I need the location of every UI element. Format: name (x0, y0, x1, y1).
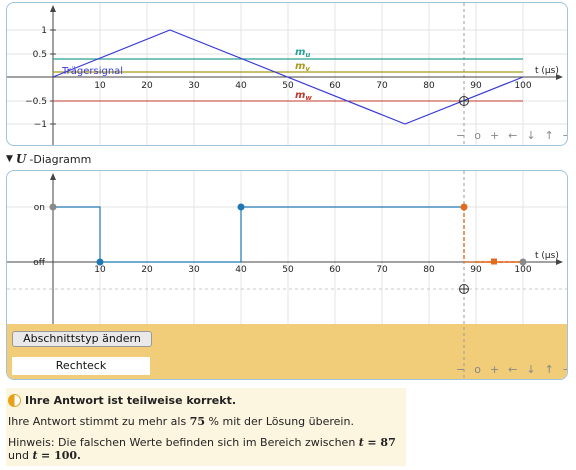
y-tick-label: −1 (34, 120, 47, 130)
x-tick-labels: 10 20 30 40 50 60 70 80 90 100 (94, 81, 532, 91)
u-diagram-panel[interactable]: 10 20 30 40 50 60 70 80 90 100 t (µs) on… (6, 170, 568, 380)
carrier-chart-panel[interactable]: 10 20 30 40 50 60 70 80 90 100 1 0.5 −0.… (6, 2, 568, 146)
carrier-chart[interactable]: 10 20 30 40 50 60 70 80 90 100 1 0.5 −0.… (7, 3, 568, 146)
x-tick-labels: 10 20 30 40 50 60 70 80 90 100 (94, 265, 532, 275)
x-tick-label: 20 (141, 81, 153, 91)
start-point[interactable] (49, 203, 57, 211)
x-tick-label: 90 (470, 265, 482, 275)
zoom-pan-controls: − o + ← ↓ ↑ → (456, 363, 567, 376)
feedback-text: Hinweis: Die falschen Werte befinden sic… (8, 436, 356, 449)
grid (7, 171, 567, 324)
pan-up-button[interactable]: ↑ (544, 129, 554, 142)
pan-left-button[interactable]: ← (508, 129, 518, 142)
feedback-text: Ihre Antwort stimmt zu mehr als (8, 415, 187, 428)
feedback-percent-value: 75 (189, 415, 206, 428)
segment-handle[interactable] (491, 258, 497, 265)
x-axis-label: t (µs) (535, 66, 559, 76)
pan-down-button[interactable]: ↓ (526, 363, 536, 376)
u-diagram-chart[interactable]: 10 20 30 40 50 60 70 80 90 100 t (µs) on… (7, 171, 568, 380)
feedback-hint-line: Hinweis: Die falschen Werte befinden sic… (6, 436, 406, 462)
zoom-pan-controls: − o + ← ↓ ↑ → (456, 129, 567, 142)
pan-left-button[interactable]: ← (508, 363, 518, 376)
y-axis-arrow (50, 5, 56, 12)
switch-point[interactable] (237, 203, 245, 211)
x-axis-label: t (µs) (535, 251, 559, 261)
selected-switch-point[interactable] (460, 203, 468, 211)
section-title: -Diagramm (29, 152, 92, 166)
x-tick-label: 80 (423, 81, 435, 91)
y-label-on: on (34, 203, 45, 213)
feedback-box: Ihre Antwort ist teilweise korrekt. Ihre… (6, 388, 406, 466)
x-tick-label: 50 (282, 265, 294, 275)
y-axis-arrow (50, 173, 56, 180)
pan-right-button[interactable]: → (563, 129, 567, 142)
y-tick-labels: 1 0.5 −0.5 −1 (25, 26, 47, 130)
section-symbol: U (15, 152, 27, 166)
pan-right-button[interactable]: → (563, 363, 567, 376)
feedback-math-value: = 100. (41, 449, 81, 462)
carrier-label: Trägersignal (61, 66, 123, 77)
x-tick-label: 90 (470, 81, 482, 91)
u-signal-wrong-segment (463, 207, 523, 263)
crosshair-icon[interactable] (459, 284, 469, 294)
x-tick-label: 20 (141, 265, 153, 275)
y-tick-label: −0.5 (25, 97, 47, 107)
x-tick-label: 70 (376, 265, 388, 275)
x-tick-label: 10 (94, 81, 106, 91)
x-tick-label: 30 (188, 265, 200, 275)
change-section-type-button[interactable]: Abschnittstyp ändern (12, 331, 152, 347)
feedback-text: % mit der Lösung überein. (208, 415, 354, 428)
feedback-math-var: t (32, 449, 38, 462)
x-tick-label: 30 (188, 81, 200, 91)
x-tick-label: 60 (329, 81, 341, 91)
zoom-out-button[interactable]: − (456, 363, 466, 376)
mu-label: mu (295, 47, 310, 59)
x-axis-arrow (556, 259, 563, 265)
mv-label: mv (295, 61, 310, 73)
feedback-title: Ihre Antwort ist teilweise korrekt. (6, 394, 406, 407)
x-tick-label: 40 (235, 265, 247, 275)
y-tick-label: 0.5 (33, 50, 47, 60)
feedback-title-text: Ihre Antwort ist teilweise korrekt. (25, 394, 237, 407)
pan-up-button[interactable]: ↑ (544, 363, 554, 376)
switch-point[interactable] (96, 258, 104, 266)
u-signal-line (53, 206, 464, 263)
y-label-off: off (33, 258, 46, 268)
x-tick-label: 100 (514, 265, 531, 275)
zoom-reset-button[interactable]: o (474, 363, 481, 376)
pan-down-button[interactable]: ↓ (526, 129, 536, 142)
x-tick-label: 70 (376, 81, 388, 91)
zoom-in-button[interactable]: + (489, 129, 500, 142)
x-tick-label: 10 (94, 265, 106, 275)
u-diagram-header[interactable]: ▼ U -Diagramm (6, 152, 91, 166)
x-tick-label: 50 (282, 81, 294, 91)
feedback-text: und (8, 449, 29, 462)
end-point[interactable] (519, 258, 527, 266)
x-axis-arrow (556, 74, 563, 80)
section-type-value[interactable]: Rechteck (12, 357, 150, 375)
mw-label: mw (295, 90, 312, 102)
partial-correct-icon (8, 394, 21, 407)
x-tick-label: 60 (329, 265, 341, 275)
feedback-math-value: = 87 (367, 436, 396, 449)
x-tick-label: 80 (423, 265, 435, 275)
feedback-score-line: Ihre Antwort stimmt zu mehr als 75 % mit… (6, 415, 406, 428)
zoom-out-button[interactable]: − (456, 129, 466, 142)
zoom-in-button[interactable]: + (489, 363, 500, 376)
crosshair-icon[interactable] (459, 96, 469, 106)
collapse-triangle-icon[interactable]: ▼ (6, 154, 13, 164)
zoom-reset-button[interactable]: o (474, 129, 481, 142)
x-tick-label: 40 (235, 81, 247, 91)
x-tick-label: 100 (514, 81, 531, 91)
y-tick-label: 1 (41, 26, 47, 36)
feedback-math-var: t (358, 436, 364, 449)
